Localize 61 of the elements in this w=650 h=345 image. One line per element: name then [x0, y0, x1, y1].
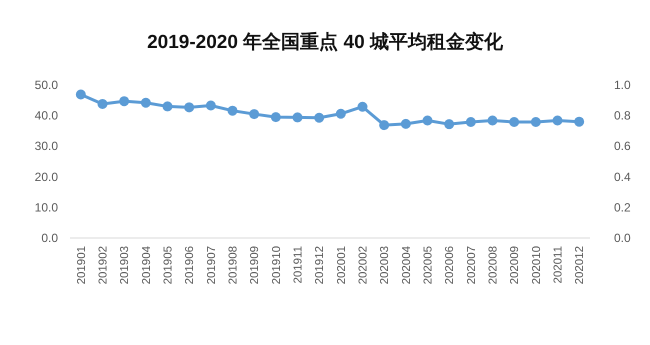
- x-tick-label: 201907: [206, 246, 218, 284]
- point: [162, 101, 172, 112]
- y-tick-label: 50.0: [34, 78, 58, 92]
- point: [444, 119, 454, 130]
- x-tick-label: 202008: [488, 246, 500, 284]
- point: [358, 102, 368, 112]
- point: [336, 108, 346, 119]
- point: [314, 112, 324, 123]
- point: [292, 112, 302, 122]
- point: [76, 89, 86, 100]
- y-tick-label: 20.0: [34, 170, 58, 184]
- x-tick-label: 202007: [466, 246, 478, 284]
- chart-title: 2019-2020 年全国重点 40 城平均租金变化: [147, 31, 504, 53]
- point: [119, 96, 130, 106]
- y-tick-label: 0.0: [41, 231, 58, 245]
- y2-tick-label: 1.0: [614, 78, 632, 92]
- point: [552, 115, 562, 126]
- x-tick-label: 202009: [509, 246, 522, 284]
- point: [249, 109, 260, 120]
- point: [379, 120, 390, 130]
- point: [206, 100, 216, 110]
- y2-tick-label: 0.0: [614, 231, 632, 245]
- y2-tick-label: 0.6: [614, 139, 632, 154]
- y2-tick-label: 0.4: [614, 170, 632, 184]
- point: [140, 98, 151, 108]
- x-tick-label: 202006: [444, 246, 456, 284]
- x-tick-label: 201901: [76, 246, 88, 284]
- x-tick-label: 202003: [379, 246, 392, 284]
- point: [98, 98, 108, 109]
- x-tick-label: 202004: [400, 245, 413, 284]
- x-tick-label: 202010: [530, 246, 543, 284]
- y-tick-label: 10.0: [34, 200, 58, 214]
- point: [509, 117, 520, 128]
- y-tick-label: 40.0: [34, 108, 58, 123]
- point: [530, 117, 541, 128]
- x-tick-label: 201903: [119, 246, 132, 284]
- y2-tick-label: 0.8: [614, 108, 632, 123]
- point: [270, 112, 281, 122]
- x-tick-label: 201912: [314, 246, 326, 284]
- point: [488, 115, 498, 126]
- x-tick-label: 202002: [358, 246, 370, 284]
- x-tick-label: 201906: [184, 246, 196, 284]
- x-tick-label: 201904: [140, 245, 153, 284]
- x-tick-label: 202005: [422, 246, 434, 284]
- point: [422, 115, 432, 126]
- x-tick-label: 201910: [270, 246, 283, 284]
- x-tick-label: 202001: [336, 246, 348, 284]
- x-tick-label: 201905: [162, 246, 174, 284]
- point: [184, 102, 194, 112]
- x-tick-label: 201902: [98, 246, 110, 284]
- y-tick-label: 30.0: [34, 139, 58, 154]
- x-tick-label: 201908: [228, 246, 240, 284]
- x-tick-label: 201911: [292, 246, 304, 284]
- x-tick-label: 202011: [552, 246, 564, 284]
- x-tick-label: 201909: [249, 246, 262, 284]
- y2-tick-label: 0.2: [614, 200, 632, 214]
- point: [574, 116, 584, 127]
- point: [466, 117, 476, 128]
- point: [400, 118, 411, 129]
- point: [228, 106, 238, 116]
- x-tick-label: 202012: [574, 246, 586, 284]
